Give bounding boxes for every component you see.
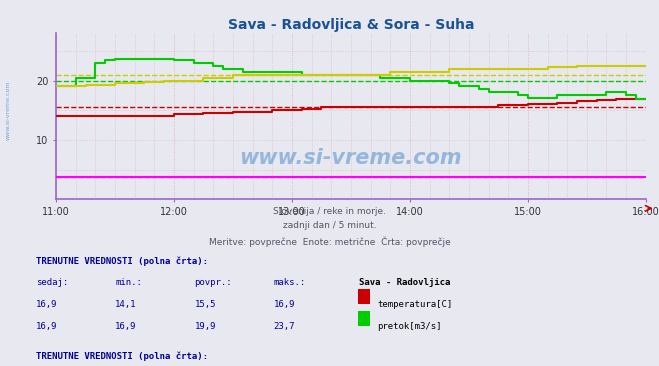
Text: pretok[m3/s]: pretok[m3/s] [377,322,442,331]
Title: Sava - Radovljica & Sora - Suha: Sava - Radovljica & Sora - Suha [227,18,474,32]
Text: 16,9: 16,9 [273,300,295,309]
Text: Meritve: povprečne  Enote: metrične  Črta: povprečje: Meritve: povprečne Enote: metrične Črta:… [209,236,450,247]
Text: temperatura[C]: temperatura[C] [377,300,452,309]
Text: TRENUTNE VREDNOSTI (polna črta):: TRENUTNE VREDNOSTI (polna črta): [36,256,208,266]
Text: TRENUTNE VREDNOSTI (polna črta):: TRENUTNE VREDNOSTI (polna črta): [36,351,208,361]
Text: sedaj:: sedaj: [36,278,69,287]
Text: maks.:: maks.: [273,278,306,287]
Text: zadnji dan / 5 minut.: zadnji dan / 5 minut. [283,221,376,231]
Text: 16,9: 16,9 [36,300,58,309]
Text: povpr.:: povpr.: [194,278,232,287]
Text: Slovenija / reke in morje.: Slovenija / reke in morje. [273,207,386,216]
Text: 23,7: 23,7 [273,322,295,331]
Text: 19,9: 19,9 [194,322,216,331]
Text: 16,9: 16,9 [36,322,58,331]
Text: min.:: min.: [115,278,142,287]
Text: www.si-vreme.com: www.si-vreme.com [5,80,11,139]
Text: www.si-vreme.com: www.si-vreme.com [240,148,462,168]
Text: 14,1: 14,1 [115,300,137,309]
Text: Sava - Radovljica: Sava - Radovljica [359,278,451,287]
Text: 16,9: 16,9 [115,322,137,331]
Text: 15,5: 15,5 [194,300,216,309]
